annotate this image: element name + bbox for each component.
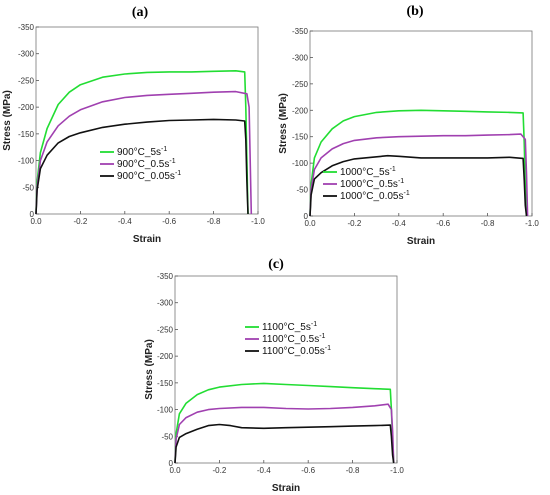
series-line-1: [309, 109, 528, 217]
x-tick-label: -1.0: [390, 466, 404, 475]
y-tick-label: -350: [18, 23, 35, 32]
y-tick-label: 0: [169, 459, 174, 468]
y-tick-label: -300: [292, 53, 309, 62]
legend-entry: 1100°C_0.5s-1: [262, 333, 326, 345]
y-tick-label: -250: [292, 80, 309, 89]
x-tick-label: -0.8: [207, 217, 221, 226]
x-tick-label: -0.8: [346, 466, 360, 475]
series-line-2: [309, 133, 529, 217]
chart-panel-2: (b) 0 -50 -100 -150 -200 -250 -300 -350 0.0 -0.2 -0…: [278, 4, 539, 247]
x-tick-label: -0.8: [481, 219, 495, 228]
legend-entry: 900°C_0.5s-1: [117, 158, 176, 170]
x-tick-label: -0.4: [118, 217, 132, 226]
series-line-2: [174, 403, 395, 464]
y-tick-label: -350: [292, 27, 309, 36]
y-tick-label: -300: [18, 50, 35, 59]
y-tick-label: -200: [292, 106, 309, 115]
legend-entry: 1100°C_5s-1: [262, 321, 317, 333]
y-tick-label: -50: [296, 186, 308, 195]
y-axis-label: Stress (MPa): [144, 339, 155, 400]
y-tick-label: -100: [292, 159, 309, 168]
x-tick-label: -0.6: [162, 217, 176, 226]
legend-entry: 900°C_0.05s-1: [117, 170, 181, 182]
x-axis-label: Strain: [272, 483, 300, 494]
x-tick-label: -0.2: [213, 466, 227, 475]
x-tick-label: -1.0: [525, 219, 539, 228]
plot-frame: [35, 26, 259, 215]
y-tick-label: -200: [157, 352, 174, 361]
y-tick-label: -200: [18, 103, 35, 112]
x-tick-label: -0.2: [74, 217, 88, 226]
x-tick-label: -0.4: [392, 219, 406, 228]
x-tick-label: -0.2: [348, 219, 362, 228]
series-line-2: [35, 90, 253, 215]
y-tick-label: -150: [292, 133, 309, 142]
y-axis-label: Stress (MPa): [278, 93, 289, 154]
x-axis-label: Strain: [407, 236, 435, 247]
y-axis-label: Stress (MPa): [2, 90, 13, 151]
x-axis-label: Strain: [133, 234, 161, 245]
y-tick-label: -350: [157, 272, 174, 281]
series-line-3: [174, 423, 395, 464]
series-line-3: [35, 118, 249, 215]
panel-label: (a): [132, 5, 149, 20]
plot-frame: [309, 30, 533, 217]
legend-entry: 1000°C_5s-1: [340, 166, 396, 178]
y-tick-label: -150: [18, 130, 35, 139]
y-tick-label: -150: [157, 379, 174, 388]
y-tick-label: -50: [161, 432, 173, 441]
x-tick-label: -1.0: [251, 217, 265, 226]
y-tick-label: -100: [157, 406, 174, 415]
x-tick-label: 0.0: [304, 219, 316, 228]
legend-entry: 1100°C_0.05s-1: [262, 345, 331, 357]
panel-label: (b): [406, 4, 423, 19]
chart-panel-1: (a) 0 -50 -100 -150 -200 -250 -300 -350 0.0 -0.2 -0…: [2, 5, 265, 245]
legend-entry: 1000°C_0.5s-1: [340, 178, 404, 190]
x-tick-label: 0.0: [169, 466, 181, 475]
panel-label: (c): [268, 257, 284, 272]
x-tick-label: -0.4: [257, 466, 271, 475]
plot-frame: [174, 275, 398, 464]
chart-panel-3: (c) 0 -50 -100 -150 -200 -250 -300 -350 0.0 -0.2 -0…: [144, 257, 404, 494]
x-tick-label: -0.6: [301, 466, 315, 475]
y-tick-label: -50: [22, 183, 34, 192]
series-line-1: [174, 382, 395, 464]
y-tick-label: 0: [30, 210, 35, 219]
y-tick-label: -100: [18, 157, 35, 166]
x-tick-label: -0.6: [436, 219, 450, 228]
series-line-1: [35, 70, 249, 215]
y-tick-label: -250: [157, 325, 174, 334]
y-tick-label: 0: [304, 212, 309, 221]
legend-entry: 1000°C_0.05s-1: [340, 190, 410, 202]
y-tick-label: -300: [157, 299, 174, 308]
legend-entry: 900°C_5s-1: [117, 146, 167, 158]
y-tick-label: -250: [18, 76, 35, 85]
series-line-3: [309, 154, 528, 217]
x-tick-label: 0.0: [30, 217, 42, 226]
